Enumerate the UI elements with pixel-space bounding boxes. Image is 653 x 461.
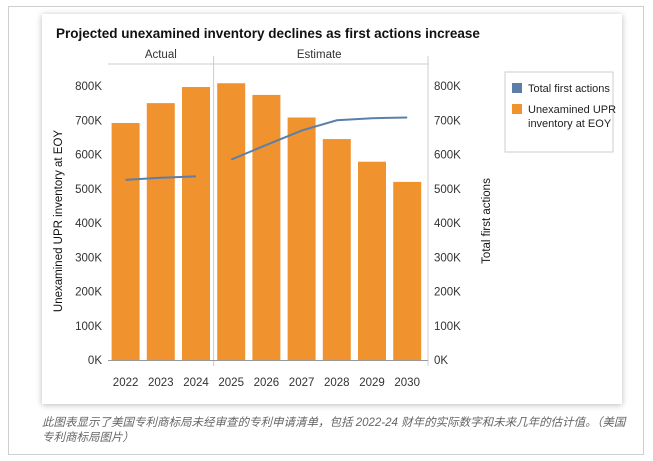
y-left-tick-label: 700K: [75, 115, 102, 127]
bar-2026: [252, 94, 281, 360]
line-segment-1: [125, 175, 197, 181]
bar-2029: [358, 161, 386, 360]
y-left-tick-label: 200K: [75, 287, 102, 299]
legend-swatch-line: [512, 83, 522, 93]
chart-caption: 此图表显示了美国专利商标局未经审查的专利申请清单，包括 2022-24 财年的实…: [42, 417, 626, 444]
x-tick-label-2027: 2027: [289, 377, 315, 389]
y-right-tick-label: 100K: [434, 321, 461, 333]
y-left-tick-label: 100K: [75, 321, 102, 333]
y-axis-left-title: Unexamined UPR inventory at EOY: [53, 130, 65, 312]
legend-label-bar-line1: Unexamined UPR: [528, 104, 616, 116]
y-right-tick-label: 700K: [434, 115, 461, 127]
y-right-tick-label: 200K: [434, 287, 461, 299]
plot-area: Actual Estimate 0K 0K 100K 100K 200K 200K 300K 30…: [53, 49, 616, 389]
y-right-tick-label: 300K: [434, 252, 461, 264]
y-left-tick-label: 500K: [75, 184, 102, 196]
y-axis-right-title: Total first actions: [481, 178, 493, 264]
bar-2024: [182, 87, 210, 360]
x-tick-label-2028: 2028: [324, 377, 350, 389]
x-tick-label-2029: 2029: [359, 377, 385, 389]
y-right-tick-label: 0K: [434, 355, 448, 367]
x-tick-label-2026: 2026: [254, 377, 280, 389]
y-left-tick-label: 300K: [75, 252, 102, 264]
y-right-tick-label: 400K: [434, 218, 461, 230]
bar-2027: [287, 117, 316, 360]
bar-2023: [146, 103, 175, 360]
y-right-tick-label: 500K: [434, 184, 461, 196]
bar-2025: [217, 83, 246, 360]
x-tick-label-2022: 2022: [113, 377, 139, 389]
legend-swatch-bar: [512, 104, 522, 114]
legend-box: [504, 71, 614, 153]
period-label-estimate: Estimate: [297, 49, 342, 61]
period-label-actual: Actual: [145, 49, 177, 61]
y-right-tick-label: 600K: [434, 150, 461, 162]
x-tick-label-2025: 2025: [218, 377, 244, 389]
y-right-tick-label: 800K: [434, 81, 461, 93]
y-left-tick-label: 0K: [88, 355, 102, 367]
bar-2030: [393, 181, 422, 360]
chart-title: Projected unexamined inventory declines …: [56, 26, 480, 41]
y-left-tick-label: 600K: [75, 150, 102, 162]
chart-svg: Projected unexamined inventory declines …: [53, 26, 616, 389]
bar-2028: [322, 139, 351, 360]
line-segment-2: [230, 116, 408, 161]
legend-label-line: Total first actions: [528, 83, 610, 95]
screenshot-frame: [8, 6, 644, 455]
x-tick-label-2023: 2023: [148, 377, 174, 389]
x-tick-label-2024: 2024: [183, 377, 209, 389]
x-tick-label-2030: 2030: [394, 377, 420, 389]
chart-panel: Projected unexamined inventory declines …: [42, 14, 622, 404]
legend-label-bar-line2: inventory at EOY: [528, 118, 612, 130]
y-left-tick-label: 400K: [75, 218, 102, 230]
y-left-tick-label: 800K: [75, 81, 102, 93]
bar-2022: [111, 122, 140, 361]
